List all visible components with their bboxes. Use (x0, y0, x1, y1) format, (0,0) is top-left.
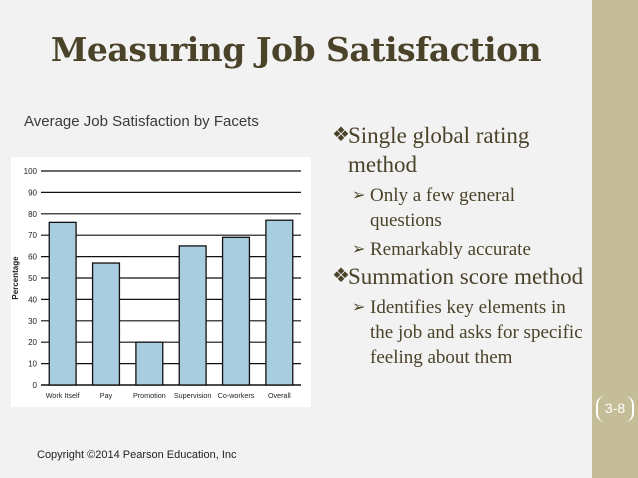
y-tick-label: 0 (33, 381, 38, 390)
bar (91, 262, 121, 386)
chart-caption: Average Job Satisfaction by Facets (24, 113, 259, 130)
arrow-bullet-icon: ➢ (352, 187, 366, 204)
sub-bullet-item: ➢ Remarkably accurate (332, 237, 590, 262)
bullet-list: ❖ Single global rating method ➢ Only a few … (332, 121, 590, 370)
bar (48, 221, 77, 386)
y-tick-label: 80 (28, 210, 37, 219)
bar (135, 341, 164, 386)
bullet-item: ❖ Summation score method (332, 262, 590, 291)
x-category-label: Overall (268, 391, 291, 400)
y-tick-label: 90 (28, 188, 37, 197)
x-category-label: Promotion (133, 391, 166, 400)
copyright-notice: Copyright ©2014 Pearson Education, Inc (37, 449, 237, 461)
y-tick-label: 100 (24, 167, 38, 176)
y-tick-label: 40 (28, 295, 37, 304)
bar-chart-svg: 0 10 20 30 40 50 60 70 80 90 100 Percentage Work Its… (11, 167, 301, 400)
bullet-text: Summation score method (348, 264, 584, 289)
bar-chart: 0 10 20 30 40 50 60 70 80 90 100 Percentage Work Its… (11, 157, 311, 407)
bar (178, 245, 207, 386)
x-category-label: Co-workers (218, 391, 255, 400)
sub-bullet-item: ➢ Only a few general questions (332, 183, 590, 233)
sub-bullet-item: ➢ Identifies key elements in the job and … (332, 295, 590, 370)
y-axis-label: Percentage (11, 256, 20, 300)
x-category-label: Supervision (174, 391, 212, 400)
arrow-bullet-icon: ➢ (352, 299, 366, 316)
y-tick-label: 50 (28, 274, 37, 283)
y-tick-label: 70 (28, 231, 37, 240)
bar (265, 219, 294, 386)
diamond-bullet-icon: ❖ (332, 265, 350, 287)
x-category-label: Pay (100, 391, 113, 400)
y-tick-label: 30 (28, 317, 37, 326)
bullet-text: Only a few general questions (370, 185, 516, 231)
bullet-text: Single global rating method (348, 123, 530, 177)
diamond-bullet-icon: ❖ (332, 124, 350, 146)
bullet-item: ❖ Single global rating method (332, 121, 590, 179)
y-tick-label: 10 (28, 360, 37, 369)
bullet-text: Remarkably accurate (370, 239, 531, 260)
slide-title: Measuring Job Satisfaction (50, 30, 542, 69)
bar (221, 236, 251, 386)
y-tick-label: 60 (28, 253, 37, 262)
slide-number: 3-8 (596, 396, 634, 422)
y-tick-label: 20 (28, 338, 37, 347)
x-category-label: Work Itself (46, 391, 80, 400)
bullet-text: Identifies key elements in the job and a… (370, 297, 583, 368)
arrow-bullet-icon: ➢ (352, 241, 366, 258)
